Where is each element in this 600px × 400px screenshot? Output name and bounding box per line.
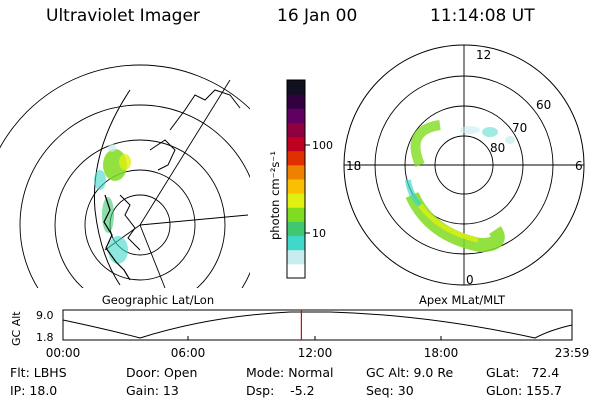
gc-alt-info: GC Alt: 9.0 Re bbox=[366, 365, 454, 380]
timeline-x-06: 06:00 bbox=[171, 346, 206, 360]
mlt-label-18: 18 bbox=[346, 159, 361, 173]
colorbar-tick-10: 10 bbox=[312, 227, 326, 240]
mode-info: Mode: Normal bbox=[246, 365, 334, 380]
right-panel-label: Apex MLat/MLT bbox=[419, 293, 506, 307]
colorbar-segment bbox=[287, 179, 305, 194]
colorbar-segment bbox=[287, 136, 305, 152]
colorbar-segment bbox=[287, 94, 305, 109]
timeline-y-label-max: 9.0 bbox=[36, 309, 54, 322]
colorbar-segment bbox=[287, 193, 305, 208]
filter-info: Flt: LBHS bbox=[10, 365, 67, 380]
aurora-emission bbox=[94, 144, 131, 264]
colorbar-segment bbox=[287, 108, 305, 123]
app-title: Ultraviolet Imager bbox=[46, 6, 200, 26]
lat-label-80: 80 bbox=[490, 141, 505, 155]
colorbar-segment bbox=[287, 80, 305, 95]
timeline-y-label-min: 1.8 bbox=[36, 331, 54, 344]
colorbar-segment bbox=[287, 150, 305, 166]
timeline-x-00: 00:00 bbox=[46, 346, 81, 360]
apex-aurora-oval bbox=[405, 120, 515, 253]
lat-label-60: 60 bbox=[536, 98, 551, 112]
colorbar-segment bbox=[287, 207, 305, 222]
colorbar-tick-100: 100 bbox=[312, 139, 333, 152]
glat-info: GLat: 72.4 bbox=[486, 365, 560, 380]
altitude-timeline: 9.0 1.8 GC Alt 00:00 06:00 12:00 18:00 2… bbox=[10, 309, 589, 360]
mlt-label-0: 0 bbox=[466, 273, 474, 287]
colorbar-segment bbox=[287, 235, 305, 251]
colorbar: 100 10 photon cm⁻²s⁻¹ bbox=[268, 79, 333, 279]
glon-info: GLon: 155.7 bbox=[486, 383, 562, 398]
timeline-axis-title: GC Alt bbox=[10, 311, 23, 346]
colorbar-segment bbox=[287, 164, 305, 180]
lat-label-70: 70 bbox=[512, 121, 527, 135]
timeline-x-12: 12:00 bbox=[298, 346, 333, 360]
geographic-map bbox=[0, 64, 250, 288]
time-label: 11:14:08 UT bbox=[430, 6, 535, 26]
colorbar-segment bbox=[287, 263, 305, 279]
mlt-label-12: 12 bbox=[476, 48, 491, 62]
colorbar-label: photon cm⁻²s⁻¹ bbox=[268, 151, 282, 240]
left-panel-label: Geographic Lat/Lon bbox=[102, 293, 214, 307]
door-info: Door: Open bbox=[126, 365, 198, 380]
timeline-x-18: 18:00 bbox=[424, 346, 459, 360]
seq-info: Seq: 30 bbox=[366, 383, 414, 398]
colorbar-segment bbox=[287, 221, 305, 237]
dsp-info: Dsp: -5.2 bbox=[246, 383, 315, 398]
colorbar-segment bbox=[287, 122, 305, 138]
ip-info: IP: 18.0 bbox=[10, 383, 58, 398]
colorbar-segment bbox=[287, 249, 305, 265]
gain-info: Gain: 13 bbox=[126, 383, 179, 398]
timeline-x-2359: 23:59 bbox=[555, 346, 590, 360]
date-label: 16 Jan 00 bbox=[277, 6, 358, 26]
mlt-label-6: 6 bbox=[575, 159, 583, 173]
apex-polar-map: 12 18 6 0 60 70 80 bbox=[343, 44, 585, 287]
